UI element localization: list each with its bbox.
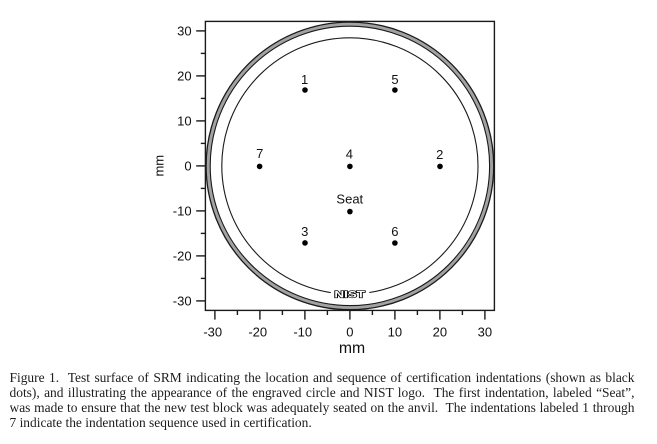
svg-text:0: 0: [346, 325, 353, 340]
svg-text:10: 10: [298, 325, 312, 340]
svg-text:-10: -10: [173, 204, 192, 219]
svg-text:NIST: NIST: [334, 288, 365, 299]
svg-text:20: 20: [253, 325, 267, 340]
svg-text:6: 6: [391, 224, 398, 239]
svg-text:1: 1: [301, 72, 308, 87]
svg-text:-: -: [203, 325, 207, 340]
svg-text:10: 10: [177, 114, 191, 129]
svg-text:mm: mm: [152, 155, 167, 177]
svg-text:mm: mm: [339, 340, 365, 357]
svg-text:5: 5: [391, 72, 398, 87]
svg-text:-30: -30: [173, 294, 192, 309]
svg-text:4: 4: [346, 147, 353, 162]
svg-text:30: 30: [208, 325, 222, 340]
svg-text:20: 20: [433, 325, 447, 340]
svg-text:-: -: [248, 325, 252, 340]
svg-text:Seat: Seat: [336, 191, 363, 206]
svg-text:30: 30: [478, 325, 492, 340]
svg-text:20: 20: [177, 69, 191, 84]
svg-text:30: 30: [177, 24, 191, 39]
svg-text:-20: -20: [173, 249, 192, 264]
svg-text:10: 10: [388, 325, 402, 340]
svg-text:3: 3: [301, 224, 308, 239]
svg-text:0: 0: [184, 159, 191, 174]
svg-text:2: 2: [436, 147, 443, 162]
svg-text:7: 7: [256, 146, 263, 161]
svg-text:-: -: [293, 325, 297, 340]
